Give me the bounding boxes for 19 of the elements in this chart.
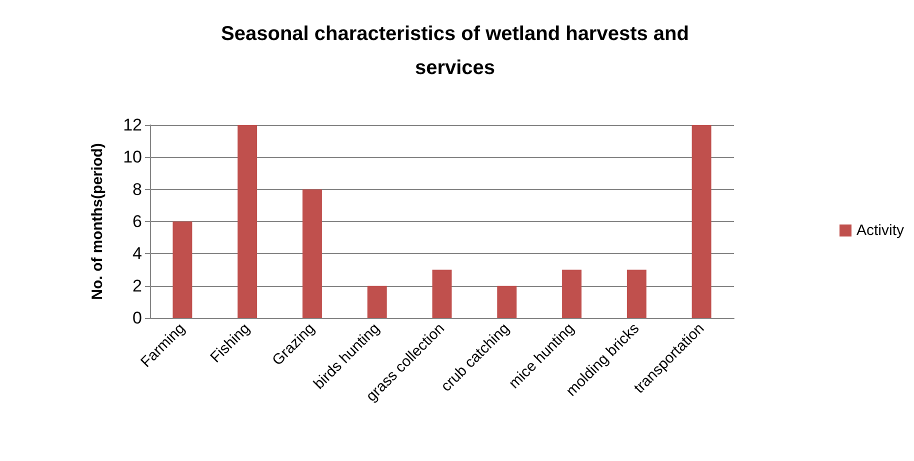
y-tick-label: 0 bbox=[132, 308, 142, 328]
bar bbox=[562, 270, 582, 318]
y-tick-label: 2 bbox=[132, 276, 142, 296]
y-tick-label: 8 bbox=[132, 180, 142, 199]
y-tick-label: 6 bbox=[132, 212, 142, 231]
bar bbox=[172, 222, 192, 318]
bar bbox=[432, 270, 452, 318]
bar bbox=[497, 286, 517, 318]
bar bbox=[692, 125, 712, 318]
chart-title: Seasonal characteristics of wetland harvests and services bbox=[221, 23, 689, 79]
y-axis-title: No. of months(period) bbox=[89, 143, 106, 300]
bar bbox=[367, 286, 387, 318]
y-tick-label: 4 bbox=[132, 244, 142, 264]
bar bbox=[238, 125, 258, 318]
y-tick-label: 12 bbox=[123, 116, 142, 134]
y-tick-label: 10 bbox=[123, 148, 142, 167]
bar bbox=[626, 270, 646, 318]
legend-label: Activity bbox=[856, 222, 904, 239]
bar bbox=[302, 189, 322, 318]
